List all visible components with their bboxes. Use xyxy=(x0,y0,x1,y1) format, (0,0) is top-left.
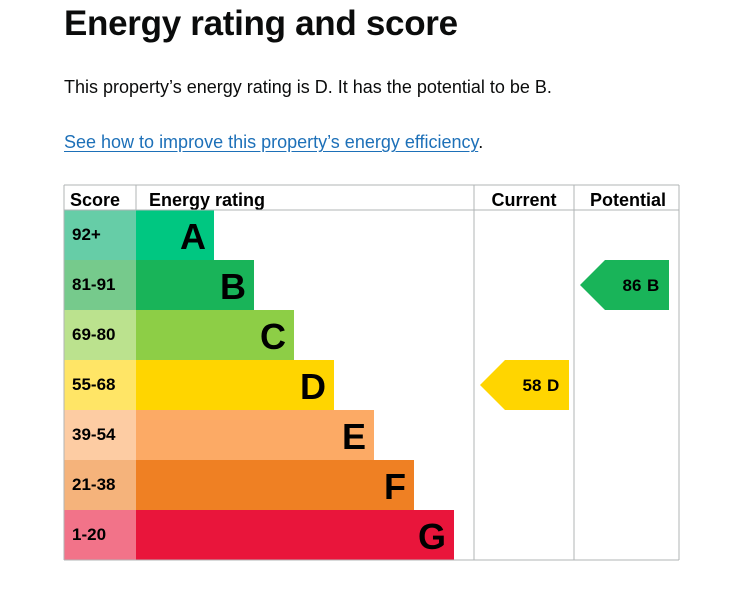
potential-score: 86 xyxy=(623,276,642,295)
score-cell xyxy=(64,510,136,560)
potential-arrow-shape xyxy=(580,260,669,310)
header-potential: Potential xyxy=(590,190,666,210)
rating-letter: D xyxy=(300,366,326,407)
rating-letter: A xyxy=(180,216,206,257)
score-range: 81-91 xyxy=(72,275,115,294)
rating-letter: F xyxy=(384,466,406,507)
score-range: 55-68 xyxy=(72,375,115,394)
improve-paragraph: See how to improve this property’s energ… xyxy=(64,132,483,153)
score-cell xyxy=(64,460,136,510)
band-row-e: 39-54 E xyxy=(64,410,374,460)
header-current: Current xyxy=(491,190,556,210)
band-row-f: 21-38 F xyxy=(64,460,414,510)
header-score: Score xyxy=(70,190,120,210)
rating-bar xyxy=(136,460,414,510)
score-range: 92+ xyxy=(72,225,101,244)
current-score: 58 xyxy=(523,376,542,395)
current-arrow-shape xyxy=(480,360,569,410)
score-cell xyxy=(64,360,136,410)
rating-letter: B xyxy=(220,266,246,307)
score-cell xyxy=(64,210,136,260)
improve-efficiency-link[interactable]: See how to improve this property’s energ… xyxy=(64,132,479,152)
rating-summary: This property’s energy rating is D. It h… xyxy=(64,77,552,97)
link-suffix: . xyxy=(478,132,484,152)
header-energy-rating: Energy rating xyxy=(149,190,265,210)
page-title: Energy rating and score xyxy=(64,4,458,43)
rating-bar xyxy=(136,510,454,560)
current-letter: D xyxy=(547,376,559,395)
band-row-b: 81-91 B xyxy=(64,260,254,310)
band-row-d: 55-68 D xyxy=(64,360,334,410)
rating-letter: E xyxy=(342,416,366,457)
current-rating-arrow: 58 D xyxy=(480,360,569,410)
band-row-g: 1-20 G xyxy=(64,510,454,560)
score-range: 69-80 xyxy=(72,325,115,344)
rating-bar xyxy=(136,210,214,260)
score-range: 1-20 xyxy=(72,525,106,544)
score-cell xyxy=(64,260,136,310)
rating-bar xyxy=(136,360,334,410)
potential-letter: B xyxy=(647,276,659,295)
rating-letter: G xyxy=(418,516,446,557)
potential-rating-arrow: 86 B xyxy=(580,260,669,310)
score-range: 39-54 xyxy=(72,425,116,444)
rating-bar xyxy=(136,410,374,460)
rating-bar xyxy=(136,310,294,360)
band-row-a: 92+ A xyxy=(64,210,214,260)
score-cell xyxy=(64,310,136,360)
band-row-c: 69-80 C xyxy=(64,310,294,360)
score-range: 21-38 xyxy=(72,475,115,494)
rating-letter: C xyxy=(260,316,286,357)
rating-bar xyxy=(136,260,254,310)
score-cell xyxy=(64,410,136,460)
